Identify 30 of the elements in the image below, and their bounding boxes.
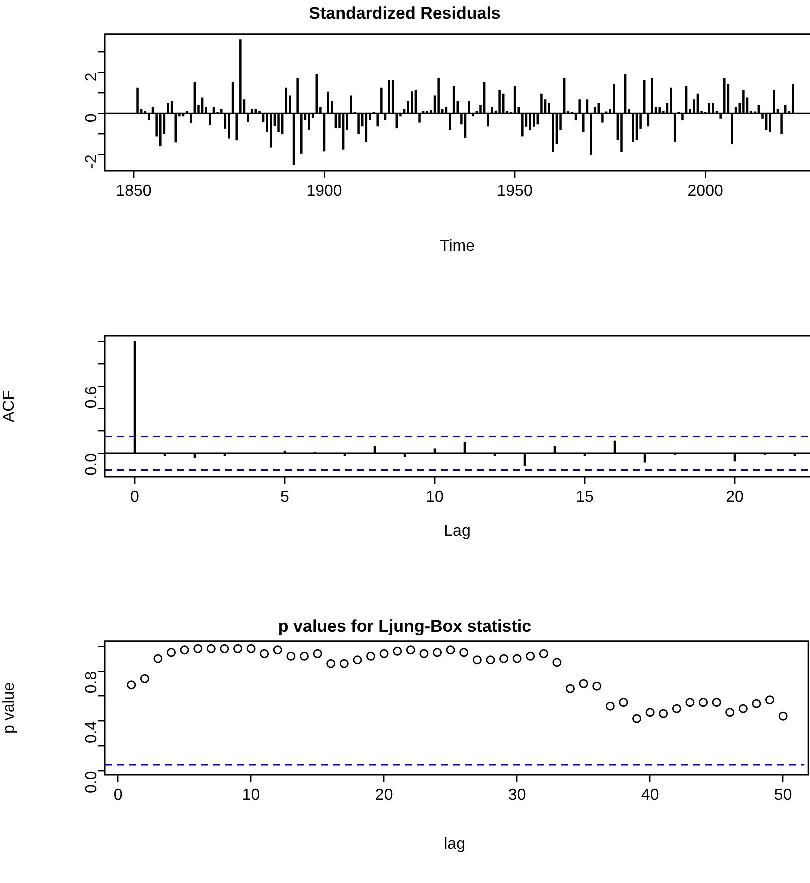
y-tick-label: 0.6 (83, 386, 100, 409)
x-tick-label: 50 (774, 787, 792, 804)
y-tick-label: 0.8 (83, 671, 100, 694)
x-tick-label: 10 (426, 489, 444, 506)
x-tick-label: 1850 (116, 183, 152, 200)
x-tick-label: 10 (242, 787, 260, 804)
x-tick-label: 15 (576, 489, 594, 506)
x-tick-label: 2000 (688, 183, 724, 200)
y-tick-label: 0.0 (83, 771, 100, 794)
x-tick-label: 30 (508, 787, 526, 804)
chart-title: p values for Ljung-Box statistic (278, 616, 532, 636)
x-axis-title: Lag (444, 522, 471, 540)
y-tick-label: -2 (83, 154, 100, 169)
x-axis-title: lag (444, 836, 466, 853)
y-tick-label: 0 (83, 114, 100, 123)
x-tick-label: 0 (130, 489, 140, 506)
y-axis-title: p value (1, 682, 18, 734)
x-tick-label: 5 (280, 489, 290, 506)
chart-title: Standardized Residuals (309, 4, 501, 23)
y-tick-label: 2 (83, 72, 100, 82)
x-tick-label: 1900 (306, 183, 342, 200)
x-axis-title: Time (440, 238, 476, 255)
x-tick-label: 20 (375, 787, 394, 804)
y-tick-label: 0.4 (83, 721, 100, 744)
x-tick-label: 0 (114, 787, 123, 804)
y-axis-title: ACF (1, 390, 18, 422)
y-tick-label: 0.0 (83, 453, 100, 476)
x-tick-label: 20 (726, 489, 744, 506)
x-tick-label: 1950 (497, 183, 533, 200)
x-tick-label: 40 (641, 787, 660, 804)
